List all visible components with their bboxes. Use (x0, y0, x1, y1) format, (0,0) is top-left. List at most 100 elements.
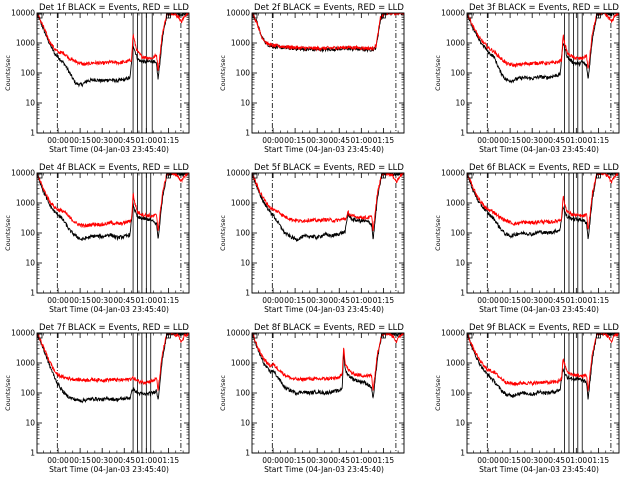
series-red-line (37, 333, 189, 392)
x-tick-label: 01:00 (566, 136, 588, 145)
chart-panel-9: Det 9f BLACK = Events, RED = LLD Counts/s… (434, 323, 620, 474)
x-tick-label: 00:15 (284, 136, 306, 145)
corner-marker-right (165, 13, 171, 19)
x-tick-label: 00:45 (113, 136, 135, 145)
chart-title: Det 5f BLACK = Events, RED = LLD (254, 163, 404, 173)
x-tick-label: 00:30 (306, 296, 328, 305)
plot-frame (466, 12, 620, 134)
series-red-line (37, 173, 189, 231)
y-tick-label: 1 (460, 449, 465, 458)
x-tick-label: 00:45 (113, 456, 135, 465)
x-tick-label: 00:15 (284, 456, 306, 465)
x-axis-label: Start Time (04-Jan-03 23:45:40) (264, 305, 384, 314)
x-tick-label: 01:15 (373, 456, 395, 465)
x-tick-label: 01:00 (351, 136, 373, 145)
x-axis-label: Start Time (04-Jan-03 23:45:40) (479, 145, 599, 154)
y-axis-label: Counts/sec (4, 375, 12, 411)
y-tick-label: 1000 (231, 359, 250, 368)
x-tick-label: 01:15 (588, 136, 610, 145)
x-tick-label: 00:45 (113, 296, 135, 305)
y-axis-label: Counts/sec (434, 375, 442, 411)
x-tick-label: 01:15 (158, 296, 180, 305)
x-tick-label: 01:00 (136, 296, 158, 305)
chart-panel-3: Det 3f BLACK = Events, RED = LLD Counts/s… (434, 3, 620, 154)
x-tick-label: 01:15 (373, 296, 395, 305)
x-axis-label: Start Time (04-Jan-03 23:45:40) (479, 305, 599, 314)
x-tick-label: 00:30 (91, 456, 113, 465)
y-tick-label: 100 (236, 69, 251, 78)
y-tick-label: 1000 (446, 199, 465, 208)
y-tick-label: 100 (451, 69, 466, 78)
y-axis-label: Counts/sec (219, 215, 227, 251)
plot-frame (466, 332, 620, 454)
x-tick-label: 00:45 (328, 136, 350, 145)
y-axis-label: Counts/sec (219, 55, 227, 91)
x-tick-label: 01:00 (351, 296, 373, 305)
x-tick-label: 00:30 (91, 136, 113, 145)
x-tick-label: 00:00 (47, 456, 69, 465)
series-red-line (467, 333, 619, 392)
plot-frame (251, 12, 405, 134)
corner-marker-left (467, 333, 473, 339)
corner-marker-left (37, 13, 43, 19)
y-tick-label: 10000 (441, 329, 465, 338)
y-tick-label: 1 (460, 289, 465, 298)
x-tick-label: 00:30 (91, 296, 113, 305)
y-tick-label: 100 (451, 389, 466, 398)
corner-marker-left (37, 333, 43, 339)
x-tick-label: 00:15 (69, 456, 91, 465)
series-black-line (252, 333, 404, 399)
chart-title: Det 3f BLACK = Events, RED = LLD (469, 3, 619, 13)
x-tick-label: 01:15 (373, 136, 395, 145)
chart-panel-5: Det 5f BLACK = Events, RED = LLD Counts/s… (219, 163, 405, 314)
y-tick-label: 10 (455, 419, 465, 428)
y-tick-label: 10000 (226, 169, 250, 178)
series-red-line (467, 173, 619, 231)
corner-marker-right (595, 13, 601, 19)
chart-title: Det 6f BLACK = Events, RED = LLD (469, 163, 619, 173)
plot-frame (36, 332, 190, 454)
x-tick-label: 00:30 (521, 456, 543, 465)
x-tick-label: 01:00 (566, 296, 588, 305)
x-tick-label: 01:00 (136, 456, 158, 465)
series-black-line (252, 173, 404, 242)
x-axis-label: Start Time (04-Jan-03 23:45:40) (264, 465, 384, 474)
y-tick-label: 10000 (11, 169, 35, 178)
y-tick-label: 10000 (226, 329, 250, 338)
series-black-line (37, 333, 189, 404)
x-tick-label: 00:15 (499, 296, 521, 305)
series-black-line (37, 13, 189, 88)
y-tick-label: 1 (460, 129, 465, 138)
y-tick-label: 10 (25, 259, 35, 268)
corner-marker-left (252, 173, 258, 179)
y-tick-label: 10 (25, 419, 35, 428)
chart-title: Det 7f BLACK = Events, RED = LLD (39, 323, 189, 333)
y-tick-label: 10 (240, 259, 250, 268)
y-tick-label: 1000 (16, 199, 35, 208)
corner-marker-right (595, 173, 601, 179)
y-axis-label: Counts/sec (4, 215, 12, 251)
x-tick-label: 00:00 (47, 136, 69, 145)
x-tick-label: 00:45 (328, 456, 350, 465)
x-axis-label: Start Time (04-Jan-03 23:45:40) (479, 465, 599, 474)
chart-title: Det 4f BLACK = Events, RED = LLD (39, 163, 189, 173)
chart-panel-2: Det 2f BLACK = Events, RED = LLD Counts/s… (219, 3, 405, 154)
x-tick-label: 00:15 (499, 456, 521, 465)
series-red-line (37, 13, 189, 71)
y-tick-label: 1 (245, 129, 250, 138)
series-black-line (467, 173, 619, 240)
y-tick-label: 10000 (441, 169, 465, 178)
y-axis-label: Counts/sec (219, 375, 227, 411)
x-axis-label: Start Time (04-Jan-03 23:45:40) (49, 305, 169, 314)
x-tick-label: 00:15 (69, 136, 91, 145)
x-tick-label: 00:15 (499, 136, 521, 145)
x-tick-label: 00:00 (477, 456, 499, 465)
x-tick-label: 00:00 (262, 296, 284, 305)
x-tick-label: 00:00 (262, 456, 284, 465)
x-tick-label: 01:00 (136, 136, 158, 145)
series-black-line (37, 173, 189, 242)
series-red-line (467, 13, 619, 69)
x-tick-label: 00:45 (543, 136, 565, 145)
series-red-line (252, 333, 404, 391)
x-tick-label: 00:00 (477, 296, 499, 305)
